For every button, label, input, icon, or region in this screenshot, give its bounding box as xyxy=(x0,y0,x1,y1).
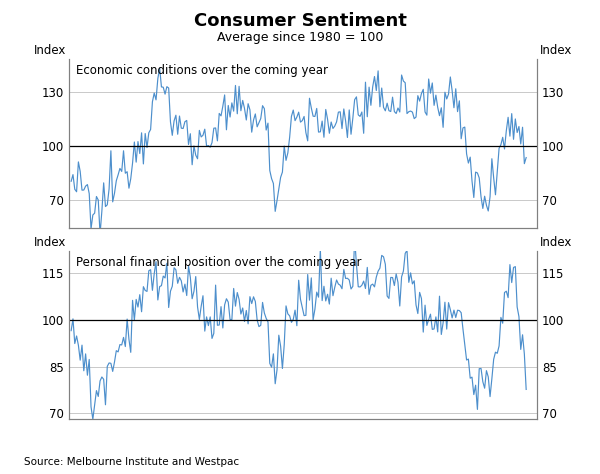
Text: Personal financial position over the coming year: Personal financial position over the com… xyxy=(76,256,362,269)
Text: Index: Index xyxy=(540,44,572,57)
Text: Index: Index xyxy=(540,236,572,249)
Text: Average since 1980 = 100: Average since 1980 = 100 xyxy=(217,31,383,44)
Text: Index: Index xyxy=(34,44,66,57)
Text: Consumer Sentiment: Consumer Sentiment xyxy=(194,12,406,30)
Text: Economic conditions over the coming year: Economic conditions over the coming year xyxy=(76,64,328,77)
Text: Source: Melbourne Institute and Westpac: Source: Melbourne Institute and Westpac xyxy=(24,457,239,467)
Text: Index: Index xyxy=(34,236,66,249)
